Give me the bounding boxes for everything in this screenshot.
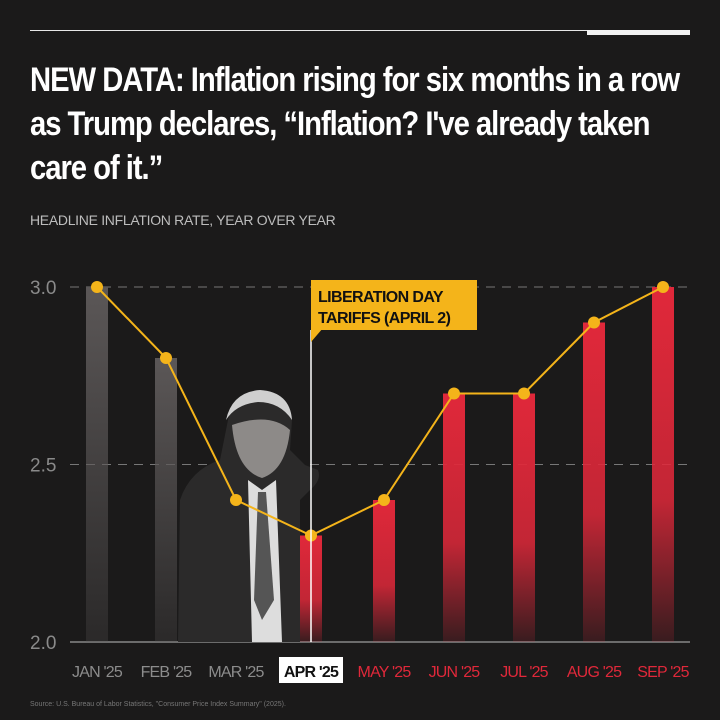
x-tick-label: MAY '25 [358,664,412,681]
bar [373,500,395,642]
chart-subtitle: HEADLINE INFLATION RATE, YEAR OVER YEAR [30,212,336,228]
top-rule-accent [587,30,690,35]
bar [652,287,674,642]
x-tick-label: MAR '25 [208,664,264,681]
bar [155,358,177,642]
data-point [657,281,669,293]
top-rule [30,30,690,31]
annotation-text: TARIFFS (APRIL 2) [318,310,451,327]
y-tick-label: 2.5 [30,456,56,477]
annotation-pointer [311,328,323,342]
annotation-box [311,280,477,330]
data-point [588,316,600,329]
trump-photo [178,390,319,642]
x-tick-label: AUG '25 [567,664,622,681]
page-title: NEW DATA: Inflation rising for six month… [30,61,680,187]
data-point [518,387,530,400]
x-tick-label: JUL '25 [500,664,548,681]
bar [86,287,108,642]
data-point [378,494,390,506]
x-tick-label: JUN '25 [429,664,481,681]
data-point [448,387,460,400]
bar [513,393,535,642]
x-tick-label: APR '25 [284,664,339,681]
bar [583,322,605,642]
x-tick-label: SEP '25 [637,664,689,681]
y-tick-label: 3.0 [30,278,56,299]
x-tick-label: JAN '25 [72,664,123,681]
bar [443,393,465,642]
source-note: Source: U.S. Bureau of Labor Statistics,… [30,701,286,708]
annotation-text: LIBERATION DAY [318,289,444,306]
data-point [91,281,103,293]
y-tick-label: 2.0 [30,633,56,654]
data-point [160,352,172,364]
highlight-label-bg [279,657,343,683]
data-point [230,494,242,506]
x-tick-label: FEB '25 [141,664,193,681]
